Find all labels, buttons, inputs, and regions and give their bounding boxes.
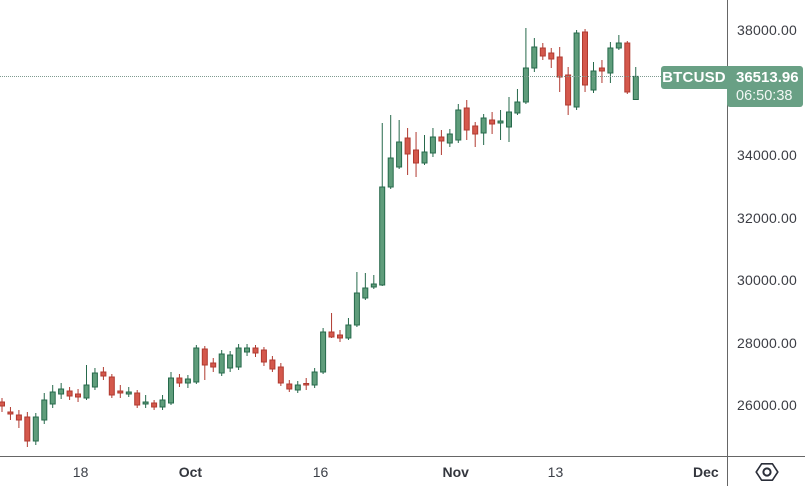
price-badge: BTCUSD 36513.96 06:50:38 (661, 66, 803, 107)
symbol-label: BTCUSD (661, 66, 727, 89)
axis-corner (727, 456, 805, 486)
price-badge-values: 36513.96 06:50:38 (727, 66, 803, 107)
time-tick-label: 16 (312, 464, 329, 481)
candlestick-svg[interactable] (0, 0, 727, 456)
price-tick-label: 38000.00 (737, 22, 797, 38)
logo-hexagon-icon[interactable] (754, 462, 779, 482)
chart-area[interactable] (0, 0, 727, 456)
time-tick-label: Dec (693, 464, 719, 481)
current-price-line (0, 76, 661, 77)
price-tick-label: 26000.00 (737, 397, 797, 413)
price-tick-label: 30000.00 (737, 272, 797, 288)
price-tick-label: 34000.00 (737, 147, 797, 163)
countdown-timer: 06:50:38 (736, 88, 793, 104)
time-axis[interactable]: 18 Oct 16 Nov 13 Dec (0, 456, 727, 486)
price-tick-label: 28000.00 (737, 334, 797, 351)
time-tick-label: Oct (178, 464, 203, 481)
price-tick-label: 32000.00 (737, 209, 797, 226)
time-tick-label: 18 (72, 464, 89, 481)
time-tick-label: 13 (547, 464, 564, 481)
time-tick-label: Nov (442, 464, 469, 481)
last-price-value: 36513.96 (736, 69, 799, 86)
